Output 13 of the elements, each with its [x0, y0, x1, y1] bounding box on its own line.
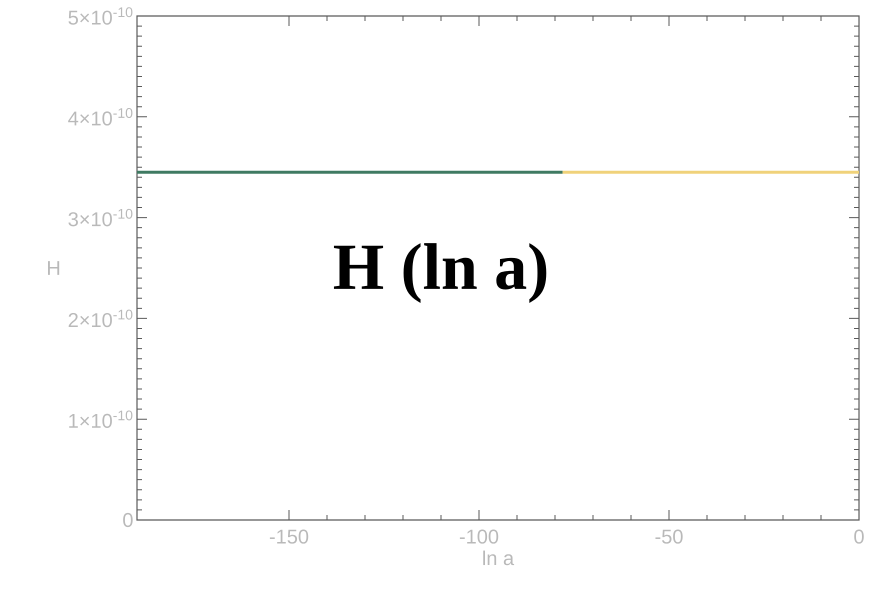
x-axis-title: ln a	[483, 550, 514, 566]
y-tick-label: 3×10$^{-10}$	[68, 208, 132, 226]
y-tick-label: 2×10$^{-10}$	[68, 310, 132, 328]
x-tick-label: -150	[270, 530, 308, 544]
x-tick-label: -50	[655, 530, 683, 544]
x-tick-label: -100	[460, 530, 498, 544]
annotation: H (ln a)	[334, 243, 546, 303]
y-tick-label: 1×10$^{-10}$	[69, 410, 132, 428]
x-tick-label: 0	[854, 530, 864, 544]
y-tick-label: 0	[123, 512, 133, 528]
y-axis-title: H	[48, 261, 60, 275]
y-tick-label: 5×10$^{-10}$	[68, 7, 132, 25]
y-tick-label: 4×10$^{-10}$	[68, 108, 132, 126]
